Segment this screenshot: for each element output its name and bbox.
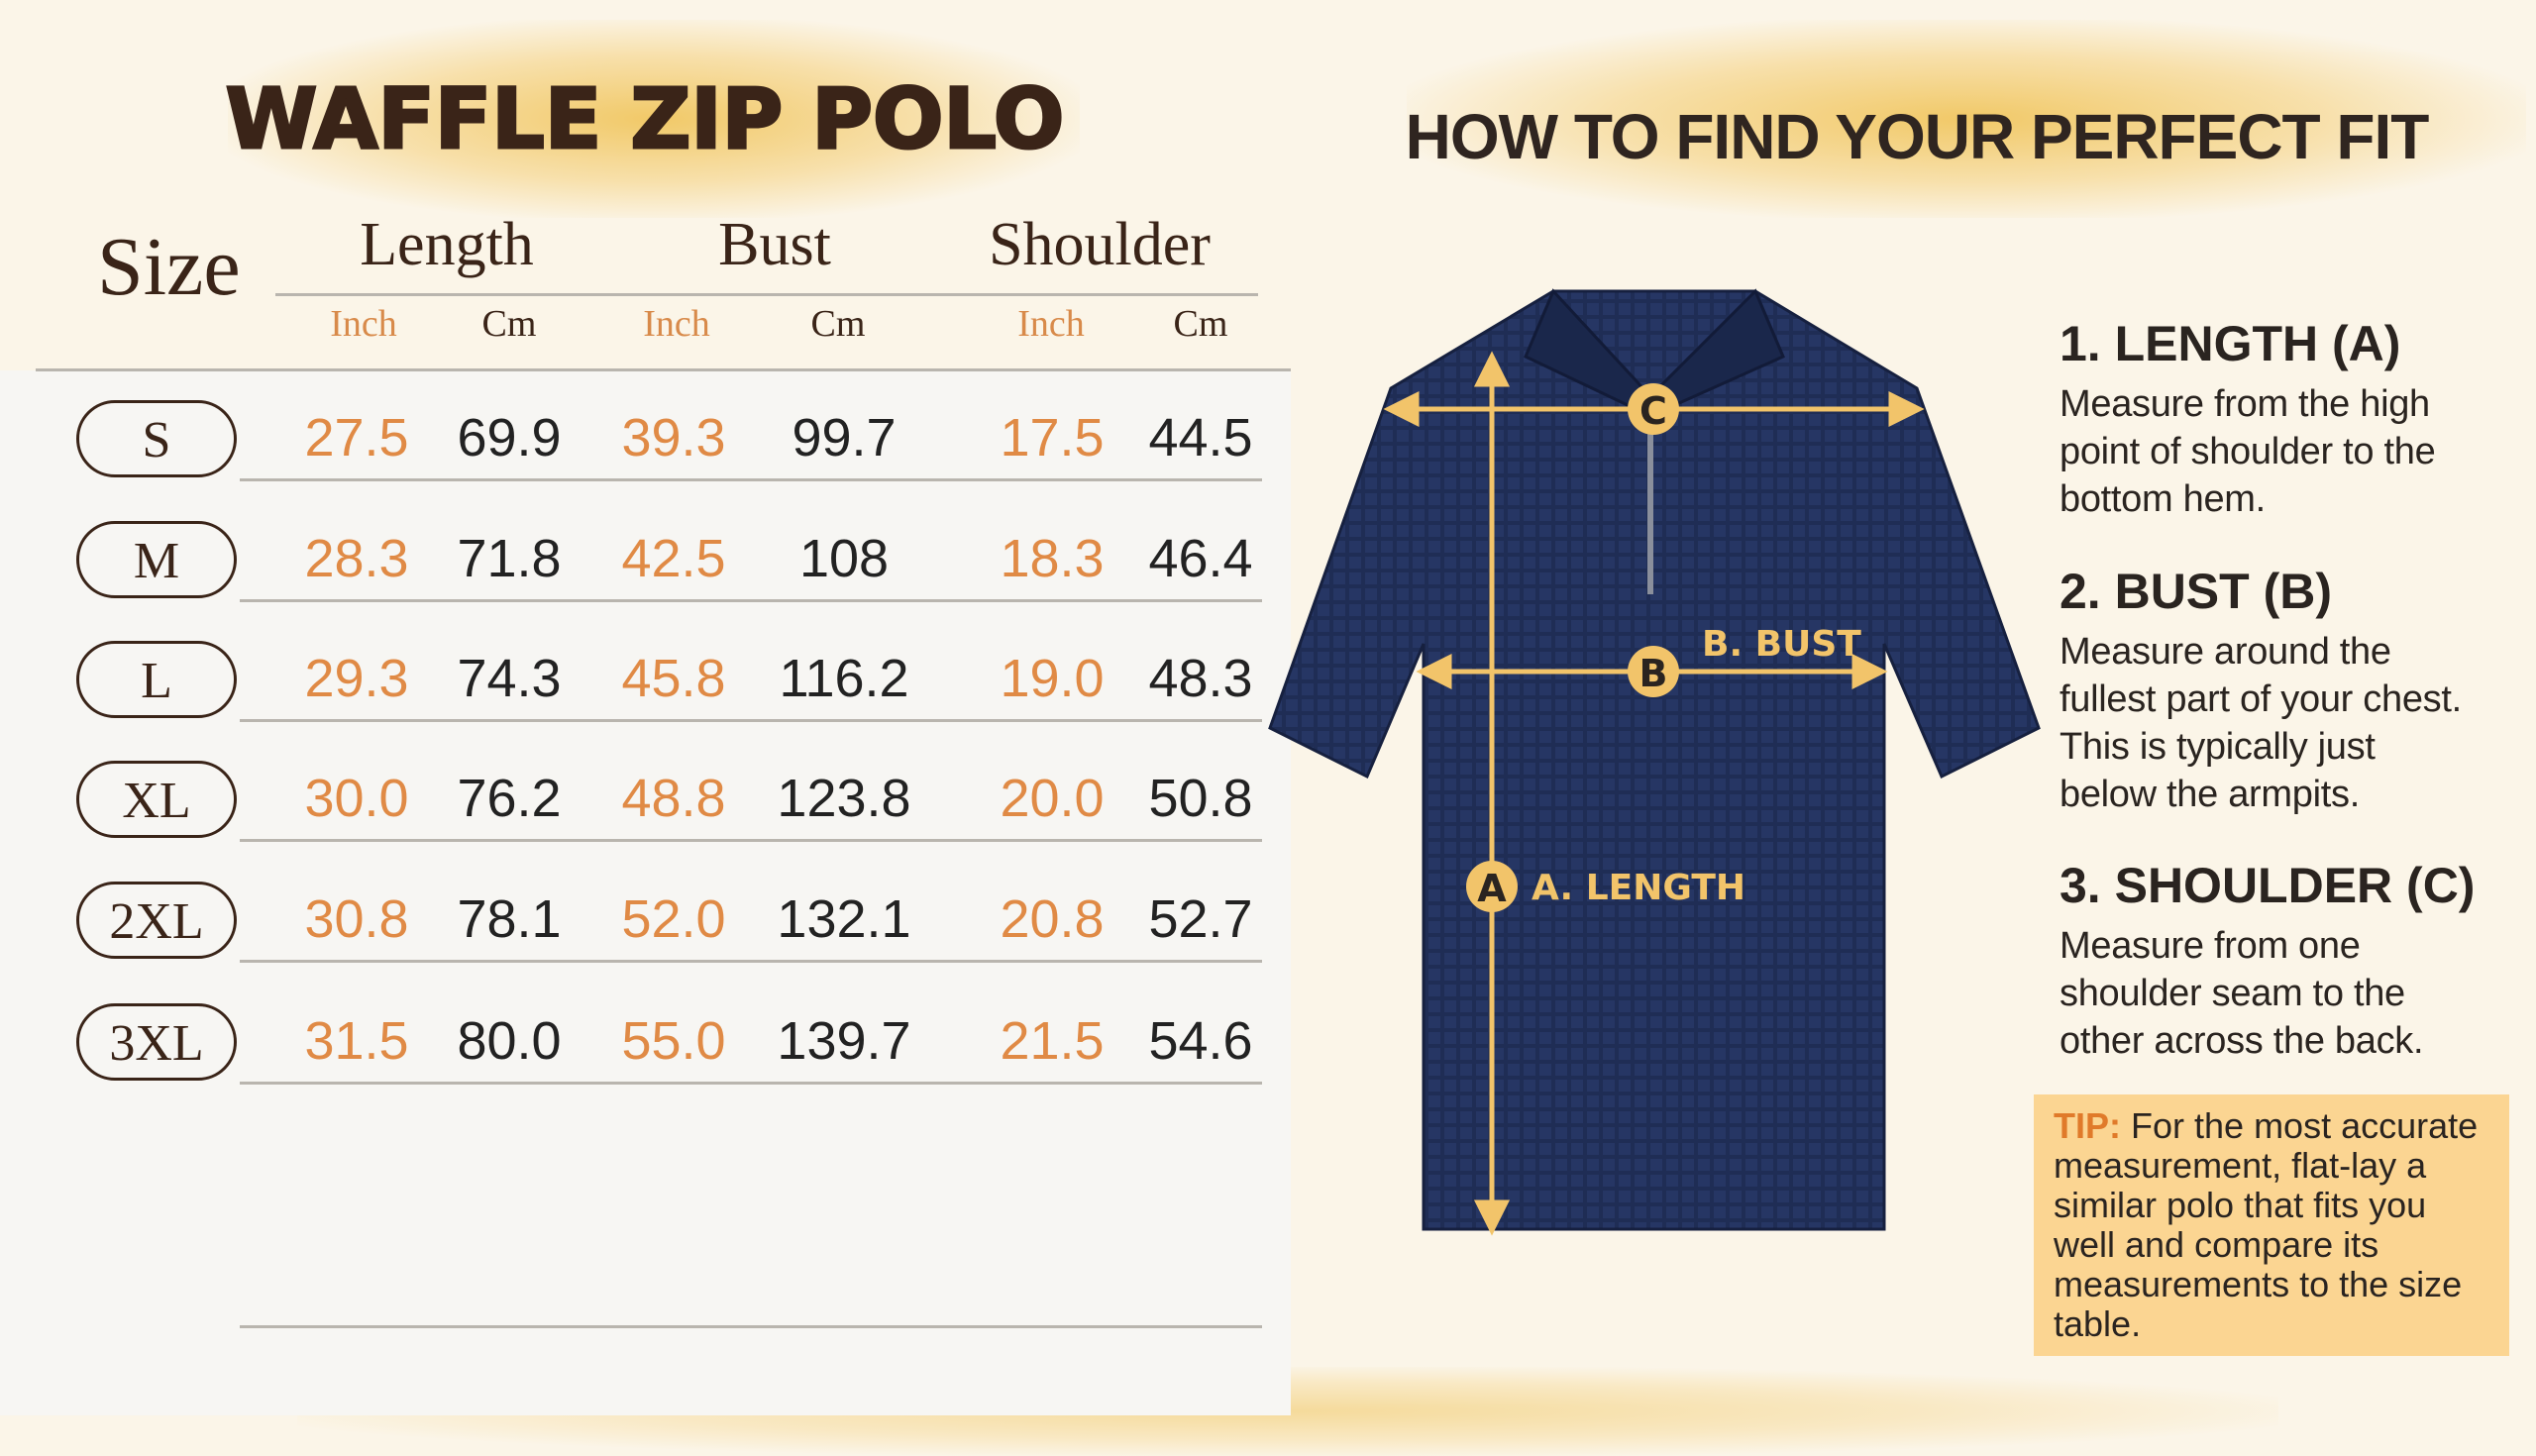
value-cm: 54.6: [1148, 1011, 1253, 1071]
size-pill-3xl: 3XL: [76, 1003, 237, 1081]
size-header: Size: [97, 221, 241, 313]
title-gold-band: [228, 20, 1080, 218]
value-cm: 69.9: [457, 408, 562, 468]
unit-cm: Cm: [1173, 303, 1228, 345]
value-cm: 123.8: [777, 769, 911, 828]
value-cm: 80.0: [457, 1011, 562, 1071]
text-line: Measure from the high: [2060, 383, 2430, 425]
value-cm: 46.4: [1148, 529, 1253, 588]
tip-label: TIP:: [2054, 1105, 2121, 1146]
step-length-text: Measure from the high point of shoulder …: [2060, 380, 2536, 523]
table-top-divider: [36, 368, 1291, 371]
text-line: other across the back.: [2060, 1020, 2424, 1062]
row-divider: [240, 719, 1262, 722]
unit-cm: Cm: [481, 303, 537, 345]
row-divider: [240, 839, 1262, 842]
value-cm: 50.8: [1148, 769, 1253, 828]
size-pill-l: L: [76, 641, 237, 718]
value-cm: 52.7: [1148, 889, 1253, 949]
shirt-body: [1268, 289, 2041, 1231]
value-cm: 78.1: [457, 889, 562, 949]
marker-a: [1466, 861, 1518, 912]
value-cm: 132.1: [777, 889, 911, 949]
value-cm: 108: [798, 529, 890, 588]
value-cm: 48.3: [1148, 649, 1253, 708]
value-cm: 76.2: [457, 769, 562, 828]
marker-c: [1628, 383, 1679, 435]
value-inch: 45.8: [621, 649, 726, 708]
step-bust-title: 2. BUST (B): [2060, 564, 2332, 619]
unit-inch: Inch: [1017, 303, 1085, 345]
marker-b-label: B: [1639, 652, 1668, 695]
value-inch: 48.8: [621, 769, 726, 828]
marker-c-label: C: [1639, 389, 1667, 433]
bust-header: Bust: [718, 211, 831, 278]
text-line: below the armpits.: [2060, 774, 2360, 815]
step-shoulder-title: 3. SHOULDER (C): [2060, 858, 2476, 913]
value-inch: 52.0: [621, 889, 726, 949]
value-inch: 39.3: [621, 408, 726, 468]
text-line: bottom hem.: [2060, 478, 2266, 520]
text-line: fullest part of your chest.: [2060, 678, 2462, 720]
row-divider: [240, 1082, 1262, 1085]
value-inch: 17.5: [1000, 408, 1105, 468]
text-line: This is typically just: [2060, 726, 2376, 768]
marker-a-label: A: [1477, 867, 1507, 910]
value-cm: 44.5: [1148, 408, 1253, 468]
step-shoulder-text: Measure from one shoulder seam to the ot…: [2060, 922, 2536, 1065]
tip-text: For the most accurate measurement, flat-…: [2054, 1105, 2479, 1344]
length-header: Length: [360, 211, 534, 278]
step-length-title: 1. LENGTH (A): [2060, 316, 2401, 371]
value-cm: 71.8: [457, 529, 562, 588]
value-inch: 18.3: [1000, 529, 1105, 588]
length-label: A. LENGTH: [1532, 868, 1745, 908]
value-inch: 27.5: [304, 408, 409, 468]
row-divider: [240, 478, 1262, 481]
value-inch: 31.5: [304, 1011, 409, 1071]
marker-b: [1628, 646, 1679, 697]
size-pill-2xl: 2XL: [76, 882, 237, 959]
value-inch: 19.0: [1000, 649, 1105, 708]
value-inch: 30.8: [304, 889, 409, 949]
unit-cm: Cm: [810, 303, 866, 345]
value-cm: 99.7: [792, 408, 897, 468]
value-cm: 139.7: [777, 1011, 911, 1071]
tip-box: TIP: For the most accurate measurement, …: [2034, 1094, 2509, 1356]
header-divider: [275, 293, 1258, 296]
fit-guide-title: HOW TO FIND YOUR PERFECT FIT: [1405, 101, 2430, 172]
row-divider: [240, 599, 1262, 602]
value-inch: 55.0: [621, 1011, 726, 1071]
product-title: WAFFLE ZIP POLO: [224, 69, 1066, 169]
text-line: shoulder seam to the: [2060, 973, 2405, 1014]
value-inch: 29.3: [304, 649, 409, 708]
value-inch: 20.8: [1000, 889, 1105, 949]
text-line: Measure around the: [2060, 631, 2391, 673]
unit-inch: Inch: [330, 303, 397, 345]
value-inch: 28.3: [304, 529, 409, 588]
value-cm: 74.3: [457, 649, 562, 708]
step-bust-text: Measure around the fullest part of your …: [2060, 628, 2536, 818]
text-line: Measure from one: [2060, 925, 2361, 967]
value-inch: 20.0: [1000, 769, 1105, 828]
row-divider: [240, 960, 1262, 963]
value-cm: 116.2: [779, 649, 909, 708]
table-bottom-divider: [240, 1325, 1262, 1328]
size-pill-s: S: [76, 400, 237, 477]
fit-title-gold-band: [1407, 20, 2526, 218]
value-inch: 30.0: [304, 769, 409, 828]
size-pill-xl: XL: [76, 761, 237, 838]
value-inch: 21.5: [1000, 1011, 1105, 1071]
bust-label: B. BUST: [1702, 624, 1861, 665]
unit-inch: Inch: [643, 303, 710, 345]
value-inch: 42.5: [621, 529, 726, 588]
text-line: point of shoulder to the: [2060, 431, 2436, 472]
shoulder-header: Shoulder: [989, 211, 1211, 278]
shirt-diagram: C B B. BUST A A. LENGTH: [1268, 288, 2041, 1236]
size-pill-m: M: [76, 521, 237, 598]
